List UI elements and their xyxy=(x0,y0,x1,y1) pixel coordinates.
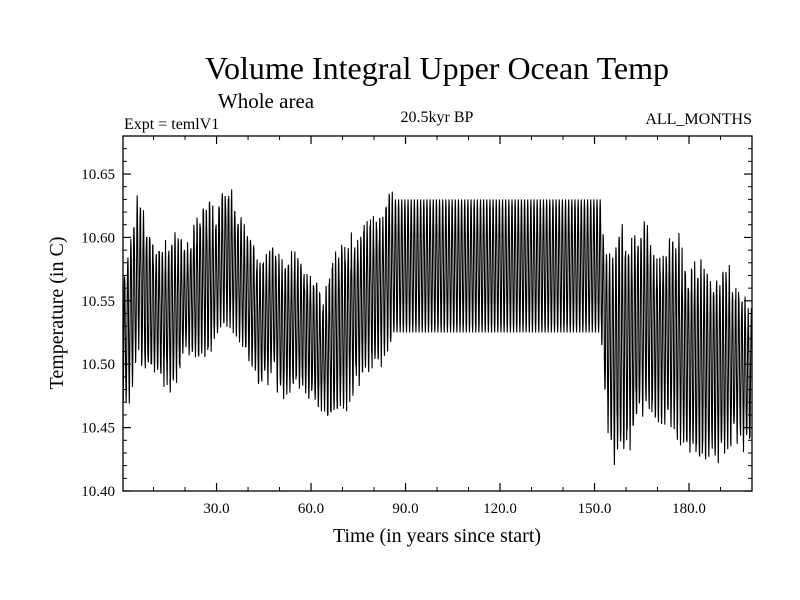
period-label: 20.5kyr BP xyxy=(401,109,474,126)
y-tick-label: 10.40 xyxy=(81,484,115,500)
y-axis: 10.40 10.45 10.50 10.55 10.60 10.65 xyxy=(81,148,752,500)
x-tick-label: 90.0 xyxy=(392,501,418,517)
y-axis-label: Temperature (in C) xyxy=(46,237,68,390)
x-tick-label: 30.0 xyxy=(203,501,229,517)
temperature-series-line xyxy=(122,189,752,466)
x-tick-label: 60.0 xyxy=(298,501,324,517)
chart-subtitle: Whole area xyxy=(218,89,315,113)
chart-title: Volume Integral Upper Ocean Temp xyxy=(205,50,669,86)
x-axis-label: Time (in years since start) xyxy=(333,525,541,547)
experiment-label: Expt = temlV1 xyxy=(124,116,219,133)
y-tick-label: 10.50 xyxy=(81,357,115,373)
y-tick-label: 10.65 xyxy=(81,167,115,183)
x-tick-label: 180.0 xyxy=(672,501,706,517)
x-tick-label: 120.0 xyxy=(483,501,517,517)
x-tick-label: 150.0 xyxy=(578,501,612,517)
y-tick-label: 10.45 xyxy=(81,421,115,437)
months-label: ALL_MONTHS xyxy=(645,111,752,128)
data-series xyxy=(122,189,752,466)
y-tick-label: 10.55 xyxy=(81,294,115,310)
x-axis: 30.0 60.0 90.0 120.0 150.0 180.0 xyxy=(153,136,722,517)
y-tick-label: 10.60 xyxy=(81,230,115,246)
